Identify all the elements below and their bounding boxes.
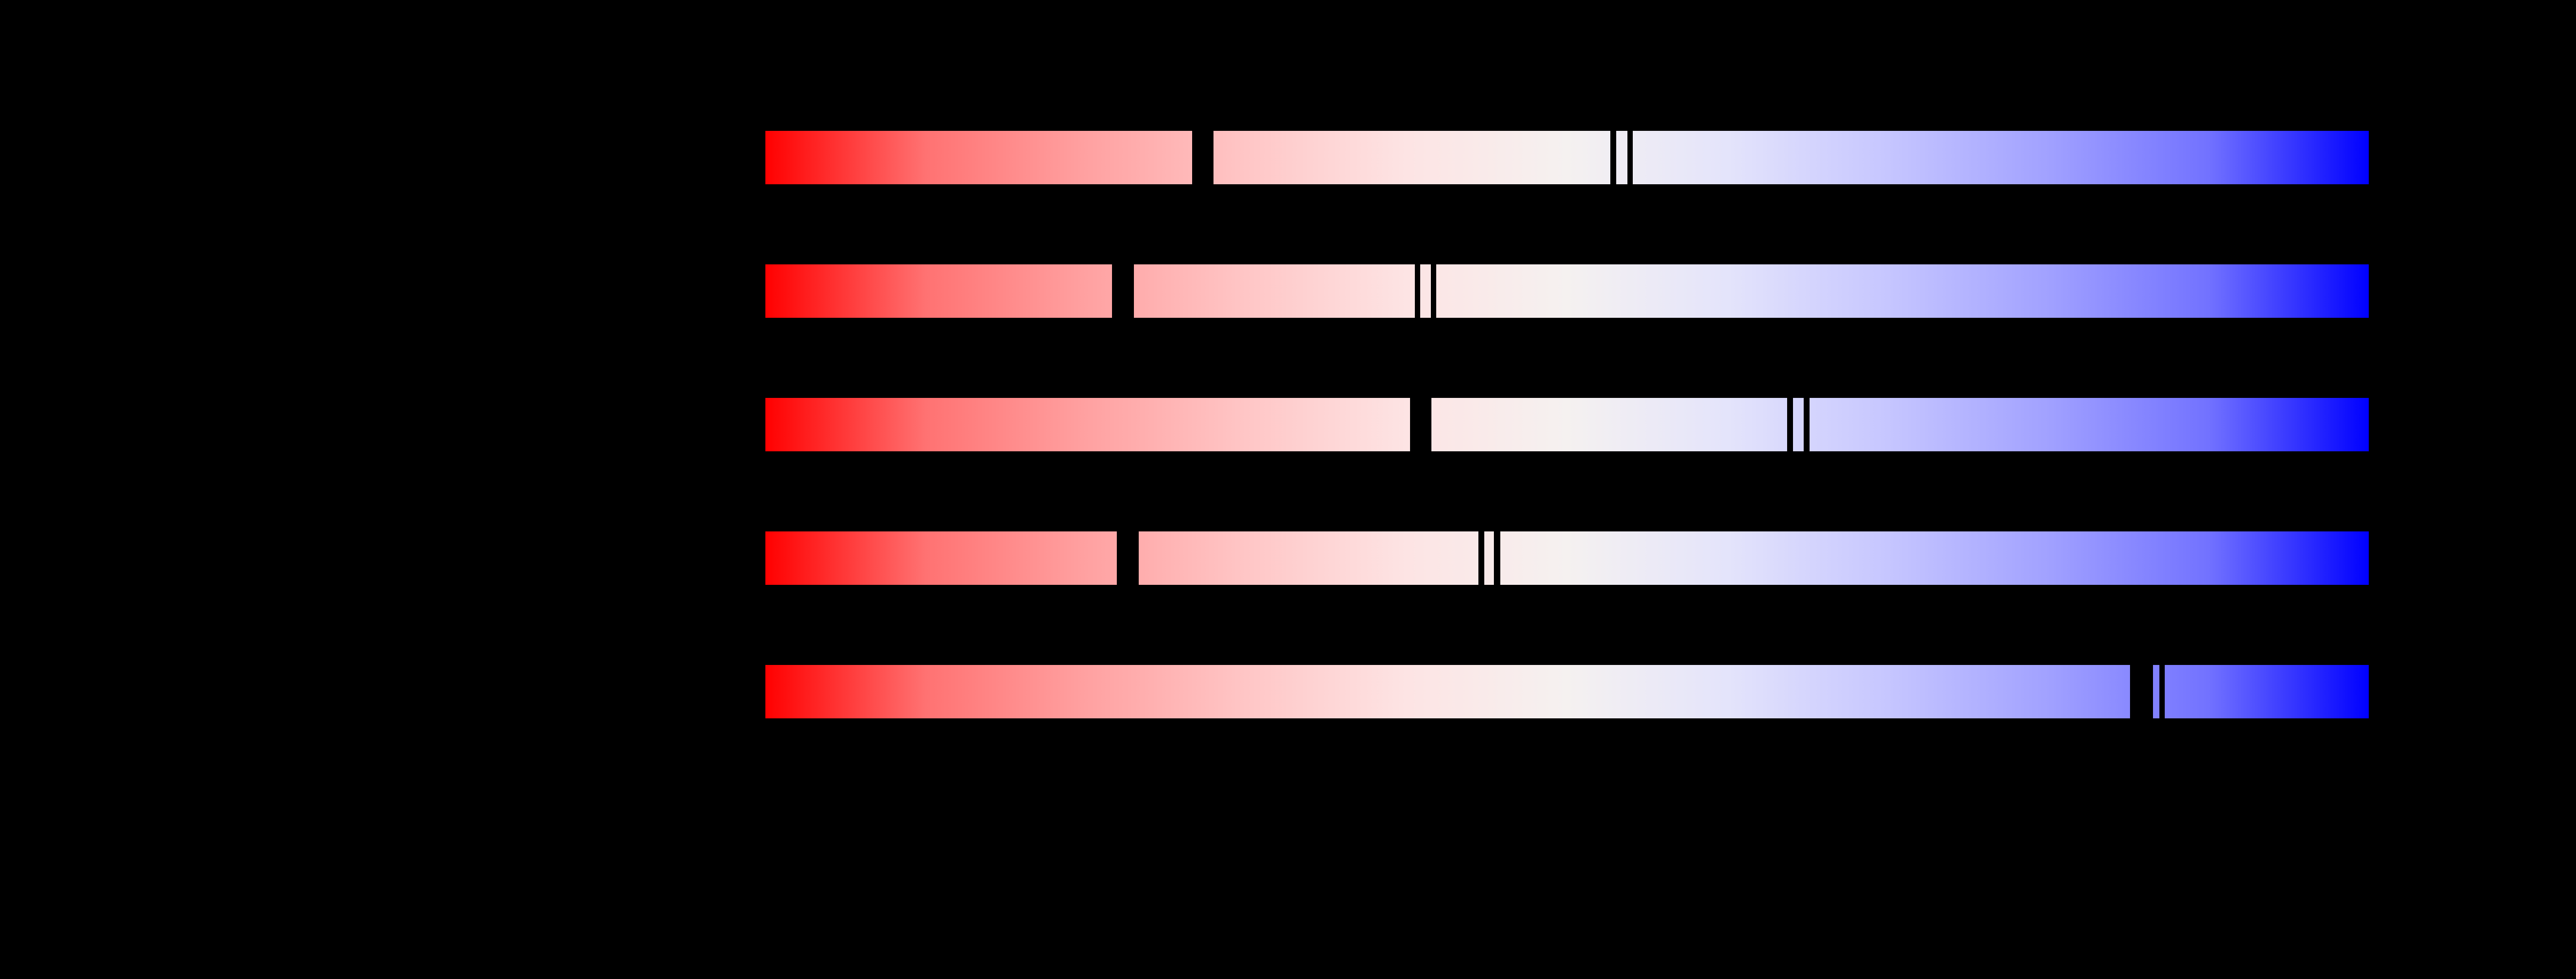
- thin-marker: [1627, 131, 1633, 184]
- thin-marker: [1478, 531, 1484, 585]
- thick-marker: [1112, 264, 1134, 318]
- thin-marker: [1431, 264, 1436, 318]
- gradient-bar-row-3: [765, 398, 2369, 451]
- thick-marker: [1192, 131, 1213, 184]
- thick-marker: [1117, 531, 1139, 585]
- thin-marker: [1494, 531, 1500, 585]
- gradient-bar-row-1: [765, 131, 2369, 184]
- thin-marker: [1415, 264, 1420, 318]
- thick-marker: [2130, 665, 2153, 718]
- thin-marker: [1804, 398, 1810, 451]
- gradient-bar-row-5: [765, 665, 2369, 718]
- gradient-bar-row-4: [765, 531, 2369, 585]
- gradient-bar-row-2: [765, 264, 2369, 318]
- thin-marker: [1787, 398, 1793, 451]
- thin-marker: [2159, 665, 2165, 718]
- thin-marker: [1610, 131, 1616, 184]
- thick-marker: [1410, 398, 1431, 451]
